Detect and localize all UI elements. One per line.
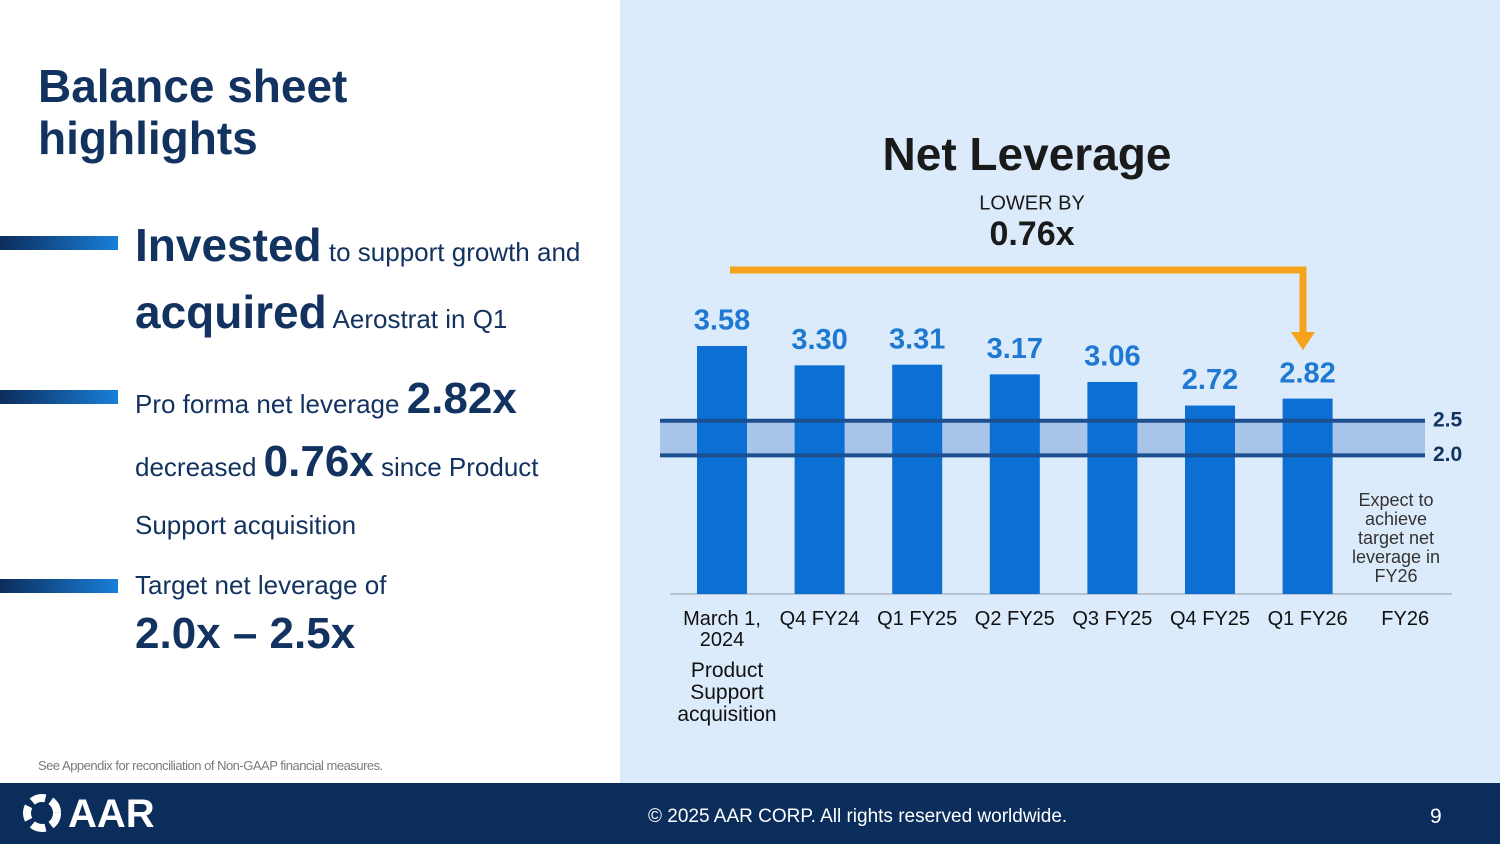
data-label: 3.31 <box>889 323 945 355</box>
emphasis: 2.82x <box>406 374 517 423</box>
chart-panel <box>620 0 1500 783</box>
x-tick-label: FY26 <box>1381 608 1430 630</box>
data-label: 3.17 <box>987 333 1043 365</box>
bar <box>794 365 845 594</box>
footnote: See Appendix for reconciliation of Non-G… <box>38 758 383 773</box>
arrow-head <box>1291 332 1315 350</box>
text: decreased <box>135 452 257 482</box>
bullet: Invested to support growth and acquired … <box>135 215 585 349</box>
x-tick-label: March 1, 2024 <box>683 608 761 651</box>
page-number: 9 <box>1430 805 1442 828</box>
chart-subtitle: LOWER BY <box>979 192 1085 214</box>
data-label: 3.30 <box>791 324 847 356</box>
text: to support growth and <box>328 237 581 267</box>
x-tick-label: Q4 FY25 <box>1169 608 1251 630</box>
bar <box>1087 381 1138 594</box>
bullet: Pro forma net leverage 2.82x decreased 0… <box>135 370 575 554</box>
target-label: 2.0 <box>1433 443 1462 466</box>
bullet-bar <box>0 579 118 593</box>
text: Aerostrat in Q1 <box>332 304 508 334</box>
footer <box>0 783 1500 844</box>
data-label: 3.06 <box>1084 341 1140 373</box>
x-tick-label: Q2 FY25 <box>974 608 1055 630</box>
bullet-bar <box>0 390 118 404</box>
data-label: 3.58 <box>694 305 750 337</box>
bullet: Target net leverage of 2.0x – 2.5x <box>135 570 585 659</box>
highlight: 0.76x <box>989 215 1074 253</box>
x-tick-label: Q4 FY24 <box>779 608 860 630</box>
emphasis: Invested <box>135 219 322 271</box>
bar <box>1282 398 1333 594</box>
band-note: Expect to achieve target net leverage in… <box>1351 490 1441 586</box>
category-note: Product Support acquisition <box>677 659 777 726</box>
x-tick-label: Q1 FY26 <box>1267 608 1348 630</box>
bullet-bar <box>0 236 118 250</box>
bar <box>1185 405 1235 594</box>
text: Target net leverage of <box>135 570 387 600</box>
bar <box>989 374 1040 594</box>
data-label: 2.82 <box>1279 357 1335 389</box>
text: Pro forma net leverage <box>135 389 400 419</box>
logo-icon <box>23 794 61 832</box>
heading: Balance sheet highlights <box>38 60 348 164</box>
text: since Product Support acquisition <box>135 452 539 540</box>
bar <box>892 364 943 594</box>
data-label: 2.72 <box>1182 364 1238 396</box>
emphasis: 0.76x <box>263 437 374 486</box>
x-tick-label: Q1 FY25 <box>877 608 958 630</box>
emphasis: 2.0x – 2.5x <box>135 609 356 658</box>
target-label: 2.5 <box>1433 408 1463 431</box>
arrow <box>730 266 1307 338</box>
emphasis: acquired <box>135 286 327 338</box>
chart-title: Net Leverage <box>883 128 1172 180</box>
chart: Net Leverage LOWER BY 0.76x 3.58 3.30 3.31… <box>660 128 1463 595</box>
bar <box>697 345 747 594</box>
logo: AAR <box>68 792 155 836</box>
copyright: © 2025 AAR CORP. All rights reserved wor… <box>648 806 1068 827</box>
x-tick-label: Q3 FY25 <box>1072 608 1153 630</box>
